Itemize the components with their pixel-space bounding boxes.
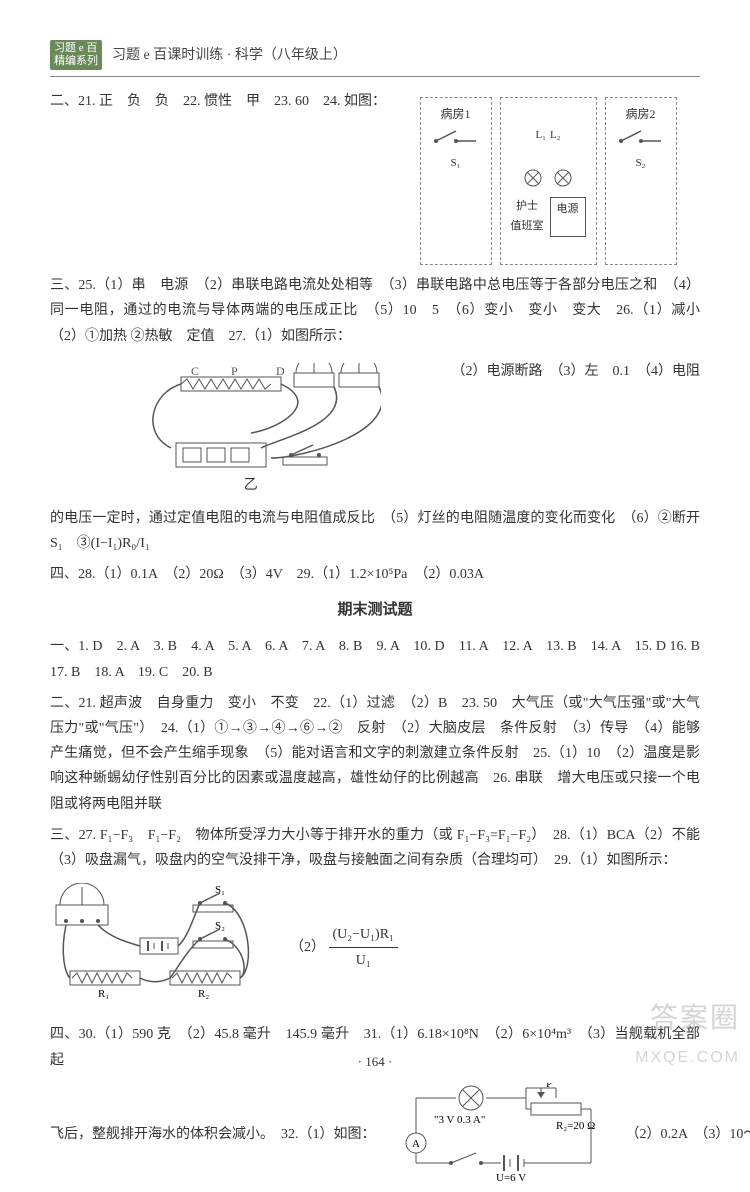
q29-formula: （2） (U₂−U₁)R₁ U₁ bbox=[290, 922, 398, 973]
formula-prefix: （2） bbox=[290, 940, 325, 955]
l2-label: L₂ bbox=[550, 126, 561, 146]
final-section4c: （2）0.2A （3）10～20Ω bbox=[626, 1122, 750, 1147]
watermark-url: MXQE.COM bbox=[635, 1044, 740, 1073]
section4-text: 四、28.（1）0.1A （2）20Ω （3）4V 29.（1）1.2×10⁵P… bbox=[50, 562, 700, 587]
book-title: 习题 e 百课时训练 · 科学（八年级上） bbox=[112, 43, 347, 68]
l1-label: L₁ bbox=[535, 126, 546, 146]
svg-text:"3 V 0.3 A": "3 V 0.3 A" bbox=[434, 1114, 485, 1126]
q29-row: S₁ S₂ R₁ R₂ bbox=[50, 883, 700, 1012]
switch-icon bbox=[616, 126, 666, 146]
ward2-label: 病房2 bbox=[616, 104, 666, 126]
ward-circuit-diagram: 病房1 S₁ L₁ L₂ 护士 值班室 电源 病房2 S₂ bbox=[396, 97, 700, 265]
series-badge: 习题 e 百 精编系列 bbox=[50, 40, 102, 70]
svg-text:P: P bbox=[231, 364, 238, 378]
watermark-text: 答案圈 bbox=[650, 993, 740, 1043]
section2-intro: 二、21. 正 负 负 22. 惯性 甲 23. 60 24. 如图： bbox=[50, 89, 386, 114]
ward1-label: 病房1 bbox=[431, 104, 481, 126]
formula-denominator: U₁ bbox=[329, 948, 398, 973]
nurse-label: 护士 值班室 bbox=[511, 197, 544, 237]
diagram2-caption: 乙 bbox=[50, 473, 452, 498]
svg-text:C: C bbox=[191, 364, 199, 378]
svg-text:R₁: R₁ bbox=[98, 988, 109, 1000]
badge-line2: 精编系列 bbox=[54, 55, 98, 67]
section3-cont: 的电压一定时，通过定值电阻的电流与电阻值成反比 （5）灯丝的电阻随温度的变化而变… bbox=[50, 506, 700, 556]
diagram2-extra: （2）电源断路 （3）左 0.1 （4）电阻 bbox=[452, 355, 701, 384]
svg-text:D: D bbox=[276, 364, 285, 378]
page-header: 习题 e 百 精编系列 习题 e 百课时训练 · 科学（八年级上） bbox=[50, 40, 700, 77]
final-exam-title: 期末测试题 bbox=[50, 597, 700, 624]
badge-line1: 习题 e 百 bbox=[54, 42, 97, 54]
q29-circuit-diagram: S₁ S₂ R₁ R₂ bbox=[50, 883, 270, 1012]
svg-text:P: P bbox=[546, 1083, 552, 1090]
svg-text:U=6 V: U=6 V bbox=[496, 1172, 526, 1183]
final-section1: 一、1. D 2. A 3. B 4. A 5. A 6. A 7. A 8. … bbox=[50, 634, 700, 684]
final-section4b: 飞后，整舰排开海水的体积会减小。 32.（1）如图： bbox=[50, 1122, 376, 1147]
formula-numerator: (U₂−U₁)R₁ bbox=[329, 922, 398, 948]
ward2-box: 病房2 S₂ bbox=[605, 97, 677, 265]
q32-row: 飞后，整舰排开海水的体积会减小。 32.（1）如图： P R₂=20 Ω L "… bbox=[50, 1083, 700, 1192]
q32-circuit-diagram: P R₂=20 Ω L "3 V 0.3 A" A bbox=[396, 1083, 606, 1192]
power-label: 电源 bbox=[550, 197, 586, 237]
nurse-room-box: L₁ L₂ 护士 值班室 电源 bbox=[500, 97, 597, 265]
s2-label: S₂ bbox=[616, 154, 666, 174]
switch-icon bbox=[431, 126, 481, 146]
svg-text:A: A bbox=[412, 1138, 420, 1150]
bulbs-icon bbox=[513, 167, 583, 189]
s1-label: S₁ bbox=[431, 154, 481, 174]
final-section3: 三、27. F₁−F₃ F₁−F₂ 物体所受浮力大小等于排开水的重力（或 F₁−… bbox=[50, 823, 700, 873]
ward1-box: 病房1 S₁ bbox=[420, 97, 492, 265]
svg-text:L: L bbox=[468, 1083, 475, 1086]
final-section2: 二、21. 超声波 自身重力 变小 不变 22.（1）过滤 （2）B 23. 5… bbox=[50, 691, 700, 817]
svg-text:R₂: R₂ bbox=[198, 988, 209, 1000]
experiment-diagram: C P D bbox=[50, 363, 452, 498]
circuit-meters-icon: C P D bbox=[121, 363, 381, 473]
section3-text: 三、25.（1）串 电源 （2）串联电路电流处处相等 （3）串联电路中总电压等于… bbox=[50, 273, 700, 349]
svg-text:R₂=20 Ω: R₂=20 Ω bbox=[556, 1120, 595, 1132]
